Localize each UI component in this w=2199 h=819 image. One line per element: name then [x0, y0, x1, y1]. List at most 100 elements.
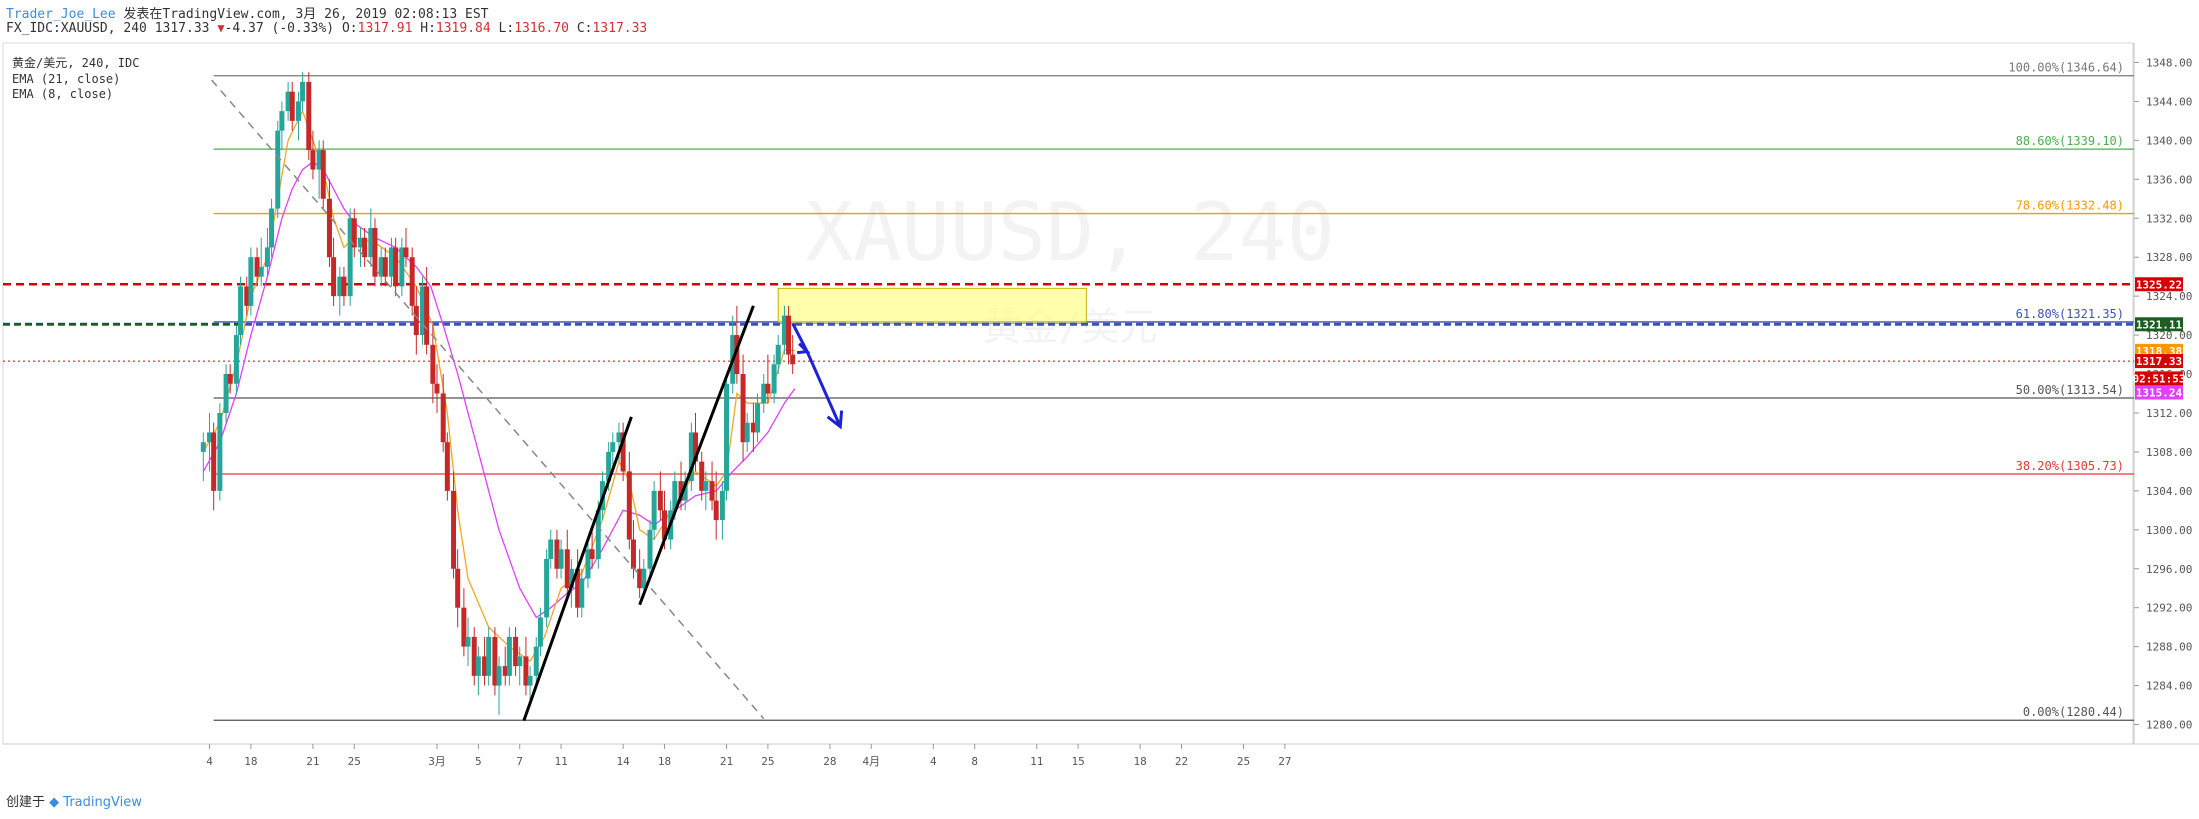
candle-body — [475, 656, 481, 676]
tradingview-logo-icon: ◆ — [49, 795, 60, 810]
candle-body — [227, 374, 233, 384]
y-tick-label: 1296.00 — [2146, 563, 2192, 576]
y-tick-label: 1336.00 — [2146, 173, 2192, 186]
candle-body — [244, 286, 250, 306]
candle-body — [289, 91, 295, 121]
created-with-label: 创建于 — [6, 795, 46, 810]
candle-body — [430, 344, 436, 384]
y-tick-label: 1280.00 — [2146, 719, 2192, 732]
candle-body — [537, 617, 543, 647]
candle-body — [440, 393, 446, 443]
candle-body — [682, 481, 688, 501]
fib-label: 0.00%(1280.44) — [2023, 705, 2124, 719]
candle-body — [533, 646, 539, 676]
price-axis[interactable]: 1348.00 1344.00 1340.00 1336.00 1332.00 1328.… — [2134, 56, 2192, 732]
plot-area[interactable] — [2, 42, 2134, 745]
down-triangle-icon: ▼ — [217, 21, 225, 35]
candle-body — [651, 490, 657, 530]
x-tick-label: 4 — [930, 755, 937, 768]
candle-body — [444, 442, 450, 491]
projection-arrow[interactable] — [791, 322, 844, 430]
candle-body — [506, 636, 512, 676]
ohlc-high: 1319.84 — [435, 21, 491, 36]
candle-body — [544, 559, 550, 618]
price-tag-bg — [2135, 317, 2183, 332]
x-tick-label: 18 — [1133, 755, 1146, 768]
fib-label: 88.60%(1339.10) — [2016, 134, 2124, 148]
candle-body — [258, 266, 264, 277]
candle-body — [306, 81, 312, 151]
candle-body — [688, 432, 694, 482]
candle-body — [548, 539, 554, 560]
key-price-lines — [3, 283, 2134, 362]
candle-body — [744, 422, 750, 443]
fib-label: 61.80%(1321.35) — [2016, 307, 2124, 321]
y-tick-label: 1284.00 — [2146, 680, 2192, 693]
x-tick-label: 11 — [554, 755, 567, 768]
price-tag-label: 1317.33 — [2136, 355, 2182, 368]
candle-body — [316, 150, 322, 170]
chart-frame[interactable]: XAUUSD, 240 黄金/美元 100.00%(1346.64)88.60%… — [0, 40, 2199, 785]
candle-body — [750, 422, 756, 433]
candlesticks — [200, 72, 796, 715]
fib-label: 100.00%(1346.64) — [2008, 61, 2124, 75]
candle-body — [455, 568, 461, 608]
tradingview-brand-link[interactable]: TradingView — [63, 795, 142, 810]
candle-body — [362, 237, 368, 258]
x-tick-label: 4 — [206, 755, 213, 768]
candle-body — [223, 374, 229, 413]
candle-body — [513, 636, 519, 667]
trendline — [522, 416, 633, 722]
candle-body — [575, 568, 581, 608]
candle-body — [771, 364, 777, 394]
candle-body — [661, 510, 667, 540]
y-tick-label: 1324.00 — [2146, 290, 2192, 303]
time-axis[interactable]: 4 18 21 25 3月 5 7 11 14 18 21 25 28 4月 4 8 11 15 18 22 25 27 — [206, 744, 1292, 768]
candle-body — [393, 247, 399, 287]
ohlc-high-label: H: — [420, 21, 436, 36]
symbol-line: FX_IDC:XAUUSD, 240 1317.33 — [6, 21, 210, 36]
y-tick-label: 1320.00 — [2146, 329, 2192, 342]
candle-body — [606, 451, 612, 482]
trendlines[interactable] — [211, 79, 765, 722]
candle-body — [616, 432, 622, 443]
candle-body — [310, 150, 316, 170]
candle-body — [451, 490, 457, 569]
supply-zone[interactable] — [777, 287, 1087, 324]
candle-body — [719, 490, 725, 521]
candle-body — [693, 432, 698, 462]
candle-body — [275, 130, 281, 209]
price-tag-bg — [2135, 277, 2183, 292]
x-tick-label: 11 — [1030, 755, 1043, 768]
watermark-symbol: XAUUSD, 240 — [805, 186, 1335, 279]
candle-body — [351, 218, 357, 248]
published-text: 发表在TradingView.com, 3月 26, 2019 02:08:13… — [123, 7, 489, 22]
price-change: -4.37 (-0.33%) — [224, 21, 335, 36]
candle-body — [496, 666, 502, 686]
candle-body — [678, 481, 684, 501]
candle-body — [300, 81, 306, 102]
fib-label: 78.60%(1332.48) — [2016, 199, 2124, 213]
x-tick-label: 7 — [516, 755, 523, 768]
fib-levels: 100.00%(1346.64) 88.60%(1339.10) 78.60%(13… — [213, 61, 2134, 721]
y-tick-label: 1292.00 — [2146, 602, 2192, 615]
candle-body — [471, 636, 477, 676]
price-tag-label: 1325.22 — [2136, 278, 2182, 291]
legend-symbol: 黄金/美元, 240, IDC — [12, 55, 139, 70]
x-tick-label: 22 — [1175, 755, 1188, 768]
ohlc-open: 1317.91 — [357, 21, 413, 36]
candle-body — [389, 247, 395, 277]
y-tick-label: 1288.00 — [2146, 641, 2192, 654]
trendline — [638, 305, 755, 606]
candle-body — [630, 539, 636, 569]
projection-arrow-mid-head — [797, 342, 811, 355]
candle-body — [641, 568, 647, 589]
y-tick-label: 1300.00 — [2146, 524, 2192, 537]
y-tick-label: 1340.00 — [2146, 134, 2192, 147]
candle-body — [382, 257, 388, 277]
candle-body — [765, 383, 771, 394]
candle-body — [200, 442, 206, 452]
price-tag-bg — [2135, 371, 2183, 386]
x-tick-label: 14 — [616, 755, 630, 768]
author-link[interactable]: Trader_Joe_Lee — [6, 7, 116, 22]
